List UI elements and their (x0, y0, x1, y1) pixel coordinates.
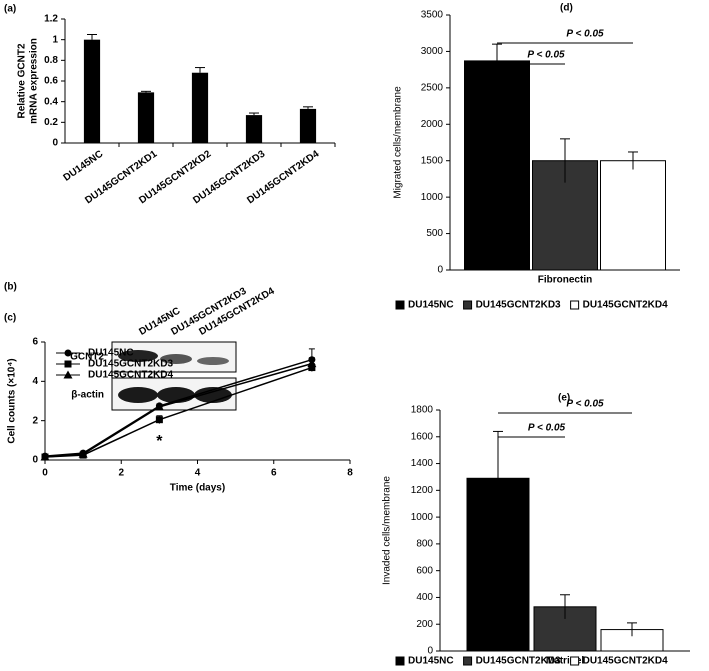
y-tick-label: 1400 (411, 458, 434, 469)
x-tick-label: 2 (118, 468, 124, 479)
y-tick-label: 0 (52, 138, 58, 149)
y-tick-label: 2000 (421, 119, 444, 130)
point (64, 360, 72, 368)
legend-swatch (463, 300, 473, 310)
y-tick-label: 3500 (421, 10, 444, 21)
y-tick-label: 600 (416, 565, 433, 576)
x-axis-label: Matrigel (546, 656, 585, 667)
legend-label: DU145GCNT2KD4 (583, 656, 668, 667)
y-tick-label: 1000 (421, 192, 444, 203)
y-tick-label: 1.2 (44, 14, 58, 25)
y-axis-label: mRNA expression (29, 38, 40, 124)
y-tick-label: 0.2 (44, 117, 58, 128)
row-label: GCNT2 (70, 352, 104, 363)
y-tick-label: 4 (32, 376, 38, 387)
x-axis-label: Time (days) (170, 483, 225, 494)
y-axis-label: Migrated cells/membrane (393, 86, 404, 199)
y-tick-label: 1800 (411, 405, 434, 416)
y-tick-label: 200 (416, 619, 433, 630)
x-tick-label: 4 (195, 468, 201, 479)
line (44, 358, 313, 457)
point (64, 349, 72, 357)
point (307, 359, 317, 368)
x-axis-label: Fibronectin (538, 275, 592, 286)
legend-label: DU145GCNT2KD3 (476, 656, 561, 667)
bar (600, 160, 666, 271)
legend-swatch (570, 656, 580, 666)
y-axis-label: Invaded cells/membrane (382, 476, 393, 585)
y-tick-label: 0.6 (44, 76, 58, 87)
legend-label: DU145GCNT2KD4 (88, 370, 173, 381)
legend-label: DU145GCNT2KD3 (476, 300, 561, 311)
y-tick-label: 500 (426, 228, 443, 239)
y-tick-label: 0 (427, 646, 433, 657)
bar (299, 108, 317, 143)
y-tick-label: 0 (437, 265, 443, 276)
band (160, 354, 192, 364)
legend-swatch (570, 300, 580, 310)
bar (464, 60, 530, 271)
legend-label: DU145GCNT2KD4 (583, 300, 668, 311)
y-tick-label: 1200 (411, 485, 434, 496)
panel-label: (e) (558, 393, 570, 404)
x-tick-label: 0 (42, 468, 48, 479)
x-tick-label: 8 (347, 468, 353, 479)
y-tick-label: 1500 (421, 155, 444, 166)
y-tick-label: 1600 (411, 431, 434, 442)
legend-label: DU145GCNT2KD3 (88, 359, 173, 370)
legend-label: DU145NC (88, 348, 134, 359)
point (155, 416, 163, 424)
y-tick-label: 0 (32, 455, 38, 466)
chart-panel: (d) 0 500 1000 1500 2000 2500 3000 3500 Migrated … (393, 3, 680, 311)
point (154, 402, 164, 411)
point (63, 370, 73, 379)
chart-panel: (c) 0 2 4 6 Cell counts (×10⁴) 0 2 4 6 8 Time (days… (4, 313, 353, 494)
band (118, 350, 158, 362)
point (40, 452, 50, 461)
legend-label: DU145NC (408, 300, 454, 311)
chart-panel: (e) 0 200 400 600 800 1000 1200 1400 1600 1800 Inva… (382, 393, 690, 667)
significance-label: P < 0.05 (528, 423, 566, 434)
panel-label: (a) (4, 4, 16, 15)
panel-label: (b) (4, 282, 17, 293)
panel-label: (d) (560, 3, 573, 14)
y-axis-label: Cell counts (×10⁴) (7, 358, 18, 443)
significance-label: P < 0.05 (566, 399, 604, 410)
bar (191, 72, 209, 143)
y-axis-label: Relative GCNT2 (17, 43, 28, 118)
line (44, 362, 313, 458)
bar (245, 115, 263, 143)
panel-label: (c) (4, 313, 16, 324)
significance-label: P < 0.05 (527, 50, 565, 61)
legend-swatch (395, 300, 405, 310)
legend-swatch (463, 656, 473, 666)
legend-swatch (395, 656, 405, 666)
y-tick-label: 800 (416, 539, 433, 550)
bar (137, 92, 155, 143)
western-blot: (b) DU145NC DU145GCNT2KD3 DU145GCNT2KD4 … (4, 282, 277, 411)
chart-panel: (a) 0 0.2 0.4 0.6 0.8 1 1.2 Relative GCNT2 mRNA e… (4, 4, 336, 206)
band (194, 387, 232, 403)
y-tick-label: 0.8 (44, 55, 58, 66)
annotation: * (156, 433, 163, 450)
x-tick-label: 6 (271, 468, 277, 479)
y-tick-label: 3000 (421, 46, 444, 57)
band (197, 357, 229, 365)
bar (83, 39, 101, 143)
legend-label: DU145NC (408, 656, 454, 667)
y-tick-label: 1000 (411, 512, 434, 523)
significance-label: P < 0.05 (566, 29, 604, 40)
y-tick-label: 2500 (421, 82, 444, 93)
band (118, 387, 158, 403)
y-tick-label: 0.4 (44, 96, 58, 107)
y-tick-label: 1 (52, 34, 58, 45)
x-tick-label: DU145NC (62, 149, 106, 184)
point (78, 449, 88, 458)
y-tick-label: 2 (32, 415, 38, 426)
y-tick-label: 400 (416, 592, 433, 603)
row-label: β-actin (71, 390, 104, 401)
y-tick-label: 6 (32, 337, 38, 348)
